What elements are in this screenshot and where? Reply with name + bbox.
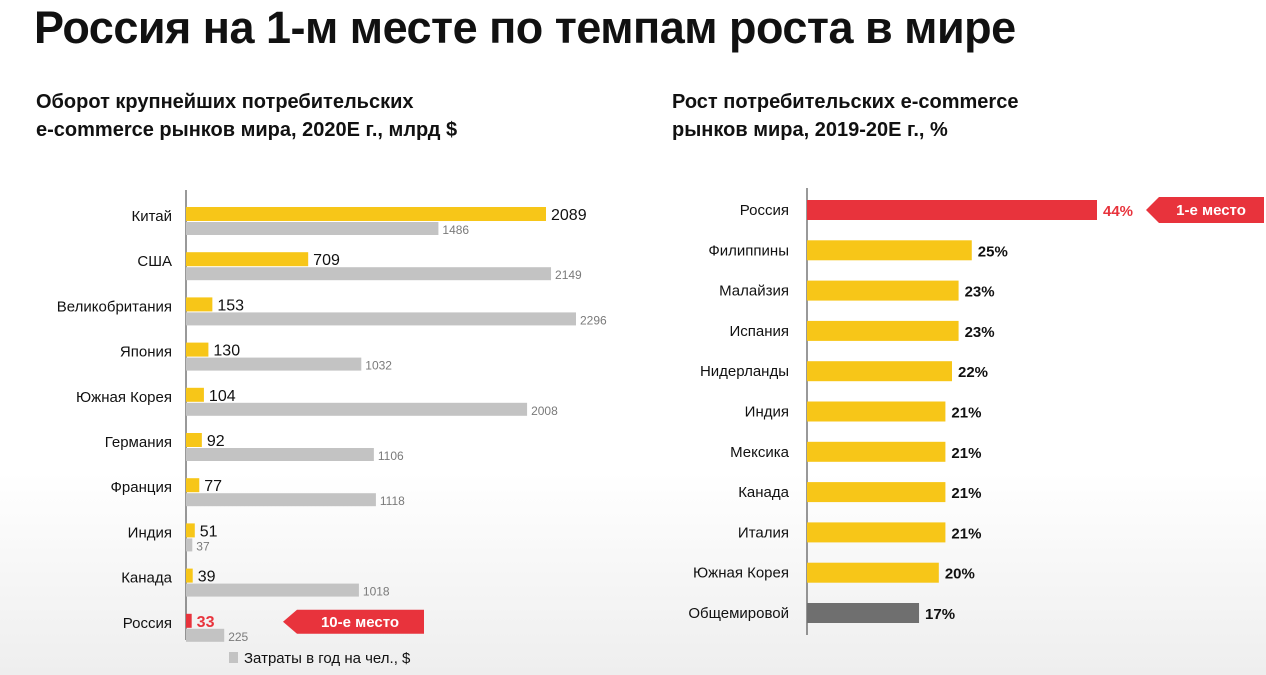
right-value-label: 21% (951, 405, 981, 422)
right-value-label: 21% (951, 485, 981, 502)
left-highlight-badge-label: 10-е место (321, 614, 399, 631)
left-bar-turnover (186, 252, 309, 267)
right-category-label: Филиппины (708, 242, 789, 259)
right-chart-title: Рост потребительских e-commerce рынков м… (672, 88, 1018, 144)
left-legend-label: Затраты в год на чел., $ (244, 650, 411, 667)
left-value-label-turnover: 51 (200, 523, 218, 540)
left-bar-turnover (186, 523, 195, 538)
right-category-label: Нидерланды (700, 363, 789, 380)
left-bar-turnover (186, 568, 193, 583)
left-category-label: Индия (128, 524, 172, 541)
right-category-label: Испания (729, 323, 789, 340)
right-category-label: Италия (738, 524, 789, 541)
right-bar (807, 522, 946, 543)
left-bar-turnover (186, 342, 209, 357)
left-value-label-turnover: 33 (197, 614, 215, 631)
right-category-label: Общемировой (688, 605, 789, 622)
left-bar-turnover (186, 478, 200, 493)
left-bar-spend (186, 267, 552, 281)
left-value-label-turnover: 39 (198, 569, 216, 586)
right-bar (807, 280, 959, 301)
left-category-label: Франция (111, 479, 172, 496)
left-category-label: Канада (121, 570, 172, 587)
left-bar-spend (186, 402, 528, 416)
right-value-label: 23% (965, 324, 995, 341)
left-value-label-turnover: 153 (217, 297, 244, 314)
left-bar-turnover (186, 297, 213, 312)
left-value-label-turnover: 104 (209, 388, 236, 405)
left-bar-spend (186, 628, 225, 642)
left-category-label: США (137, 253, 172, 270)
left-value-label-spend: 37 (196, 539, 210, 553)
right-highlight-badge (1146, 197, 1264, 223)
right-value-label: 22% (958, 364, 988, 381)
left-bar-spend (186, 357, 362, 371)
left-bar-turnover (186, 613, 192, 628)
right-category-label: Канада (738, 484, 789, 501)
right-category-label: Мексика (730, 444, 790, 461)
left-bar-spend (186, 538, 193, 552)
right-chart-title-line-1: Рост потребительских e-commerce (672, 91, 1019, 113)
right-bar (807, 562, 939, 583)
left-category-label: Южная Корея (76, 389, 172, 406)
left-legend-swatch (229, 652, 238, 663)
right-chart-title-line-2: рынков мира, 2019-20E г., % (672, 119, 948, 141)
left-value-label-turnover: 2089 (551, 207, 587, 224)
left-category-label: Япония (120, 344, 172, 361)
right-category-label: Россия (740, 202, 789, 219)
left-value-label-spend: 1486 (442, 223, 469, 237)
left-bar-spend (186, 222, 439, 235)
right-value-label: 21% (951, 445, 981, 462)
left-bar-turnover (186, 207, 546, 221)
left-value-label-spend: 1032 (365, 359, 392, 373)
left-value-label-turnover: 92 (207, 433, 225, 450)
left-chart-title-line-2: e-commerce рынков мира, 2020E г., млрд $ (36, 119, 458, 141)
right-value-label: 44% (1103, 203, 1133, 220)
left-bar-spend (186, 448, 374, 461)
left-chart-title-line-1: Оборот крупнейших потребительских (36, 91, 414, 113)
right-bar (807, 441, 946, 462)
left-bar-spend (186, 583, 359, 597)
right-value-label: 17% (925, 606, 955, 623)
right-value-label: 23% (965, 284, 995, 301)
left-bar-spend (186, 493, 376, 507)
right-category-label: Малайзия (719, 283, 789, 300)
left-value-label-turnover: 709 (313, 252, 340, 269)
left-value-label-spend: 1106 (378, 449, 404, 463)
left-value-label-spend: 2008 (531, 404, 558, 418)
right-bar (807, 320, 959, 341)
left-category-label: Россия (123, 615, 172, 632)
left-category-label: Германия (105, 434, 172, 451)
right-bar (807, 603, 920, 623)
right-value-label: 25% (978, 243, 1008, 260)
right-category-label: Южная Корея (693, 565, 789, 582)
left-value-label-spend: 1118 (380, 494, 405, 508)
left-bar-turnover (186, 433, 202, 447)
right-bar (807, 240, 972, 261)
right-bar (807, 482, 946, 503)
right-bar (807, 401, 946, 422)
right-category-label: Индия (745, 404, 789, 421)
right-bar (807, 361, 952, 382)
right-highlight-badge-label: 1-е место (1176, 202, 1246, 219)
right-bar (807, 200, 1097, 220)
left-value-label-spend: 2296 (580, 313, 607, 327)
left-value-label-turnover: 130 (213, 343, 240, 360)
page-title: Россия на 1-м месте по темпам роста в ми… (34, 2, 1016, 53)
left-bar-spend (186, 312, 576, 326)
left-category-label: Китай (131, 208, 172, 225)
left-category-label: Великобритания (57, 298, 172, 315)
left-highlight-badge (283, 609, 424, 634)
right-value-label: 20% (945, 566, 975, 583)
left-bar-turnover (186, 387, 204, 402)
right-value-label: 21% (951, 525, 981, 542)
left-value-label-turnover: 77 (204, 478, 222, 495)
left-chart-title: Оборот крупнейших потребительских e-comm… (36, 88, 457, 144)
left-value-label-spend: 225 (228, 630, 248, 644)
left-value-label-spend: 2149 (555, 268, 582, 282)
left-value-label-spend: 1018 (363, 585, 390, 599)
